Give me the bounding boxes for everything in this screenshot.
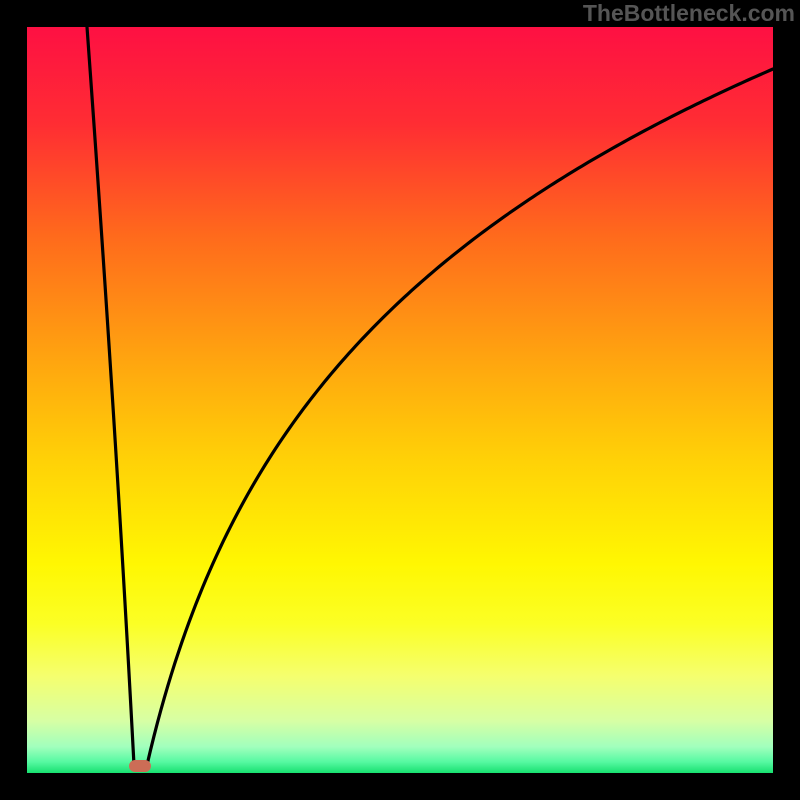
curve-overlay [0,0,800,800]
